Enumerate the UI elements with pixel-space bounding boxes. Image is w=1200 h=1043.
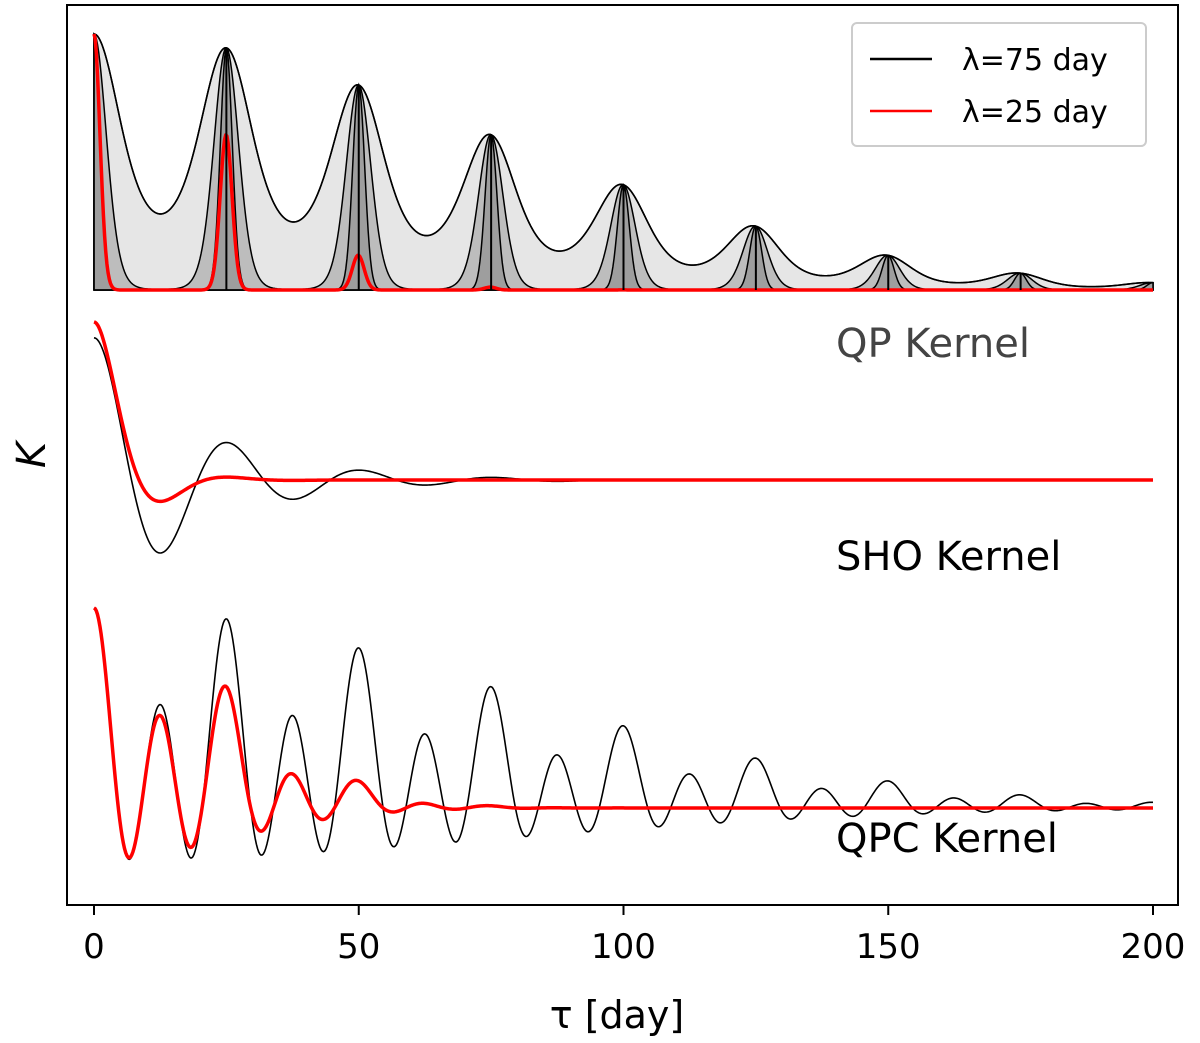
qpc-line-lambda25	[93, 606, 1154, 860]
x-tick-label-0: 0	[83, 927, 105, 967]
x-tick-label-100: 100	[591, 927, 656, 967]
legend-label-lambda25: λ=25 day	[962, 95, 1108, 130]
legend-label-lambda75: λ=75 day	[962, 43, 1108, 78]
qp-peak-markers	[225, 47, 1022, 290]
sho-line-lambda25	[93, 320, 1154, 504]
legend: λ=75 day λ=25 day	[851, 22, 1147, 147]
sho-kernel-label: SHO Kernel	[836, 534, 1061, 580]
x-tick-label-200: 200	[1121, 927, 1186, 967]
sho-line-lambda75	[93, 337, 1153, 554]
x-axis-ticks: 0 50 100 150 200	[83, 905, 1185, 967]
x-tick-label-150: 150	[856, 927, 921, 967]
legend-box	[851, 22, 1147, 147]
x-tick-label-50: 50	[337, 927, 380, 967]
y-axis-label: K	[9, 439, 55, 468]
x-axis-label: τ [day]	[550, 993, 685, 1037]
qpc-kernel-label: QPC Kernel	[836, 816, 1058, 862]
qp-kernel-label: QP Kernel	[836, 321, 1030, 367]
